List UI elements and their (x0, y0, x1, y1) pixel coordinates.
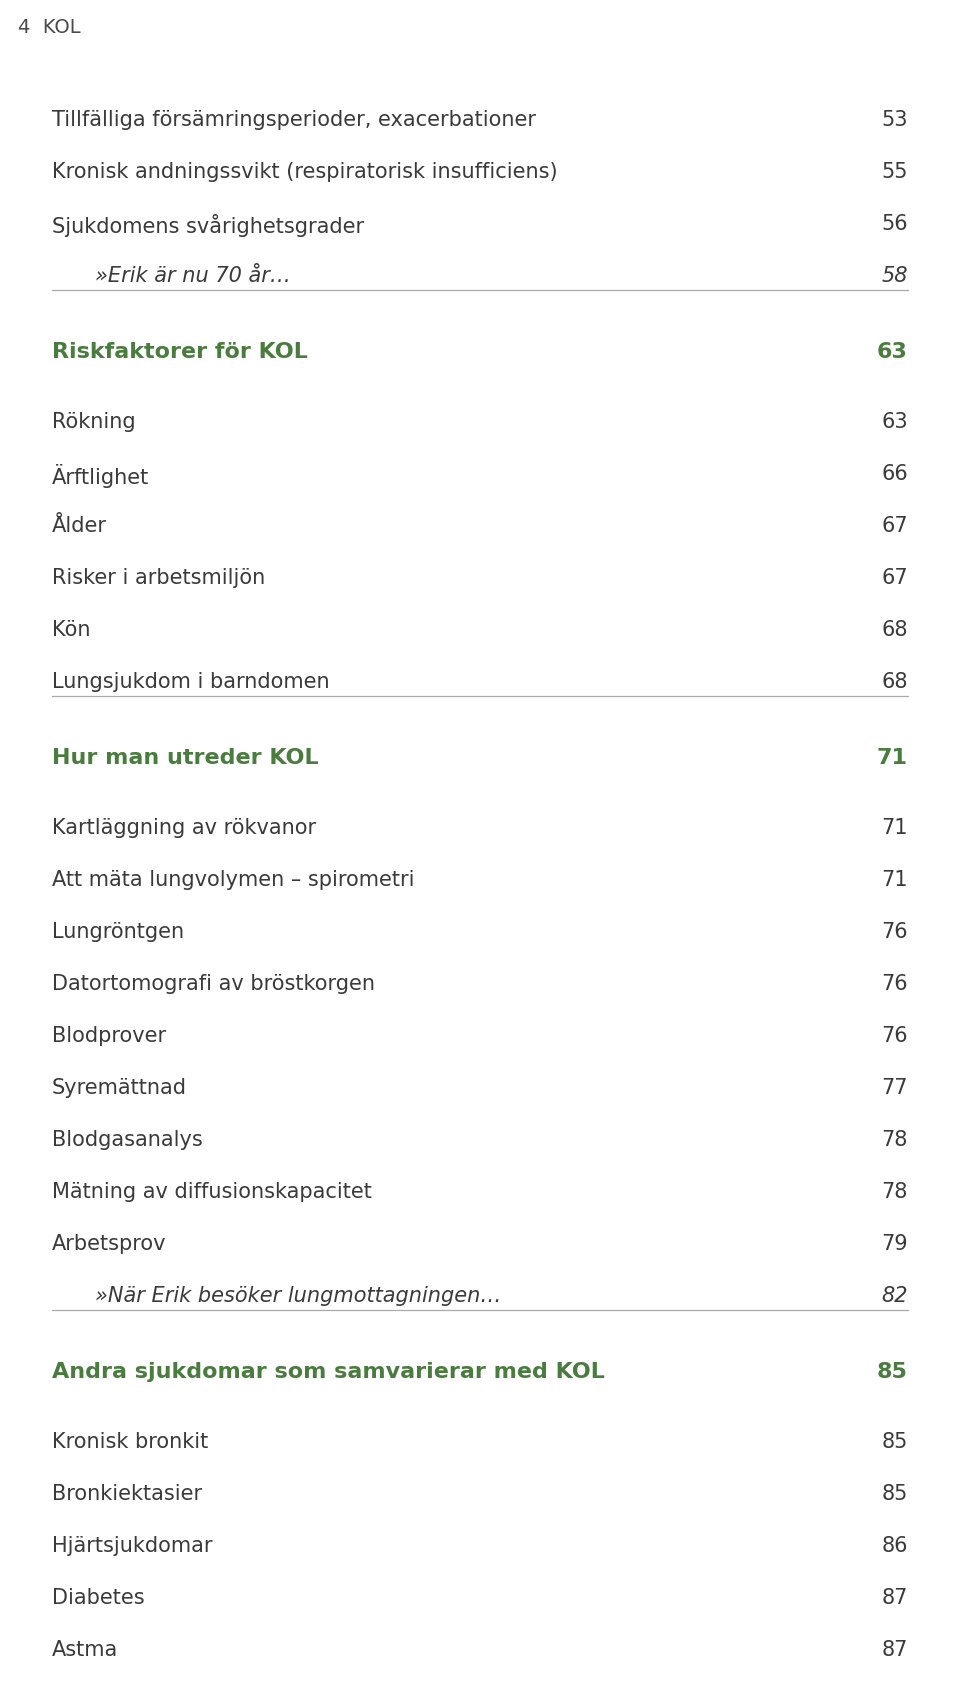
Text: Hjärtsjukdomar: Hjärtsjukdomar (52, 1536, 212, 1557)
Text: 71: 71 (881, 817, 908, 838)
Text: 85: 85 (881, 1431, 908, 1452)
Text: »När Erik besöker lungmottagningen…: »När Erik besöker lungmottagningen… (95, 1286, 501, 1306)
Text: 76: 76 (881, 922, 908, 942)
Text: Diabetes: Diabetes (52, 1589, 145, 1607)
Text: 67: 67 (881, 569, 908, 589)
Text: Syremättnad: Syremättnad (52, 1078, 187, 1098)
Text: 68: 68 (881, 672, 908, 692)
Text: 82: 82 (881, 1286, 908, 1306)
Text: 68: 68 (881, 619, 908, 640)
Text: Kön: Kön (52, 619, 90, 640)
Text: Lungsjukdom i barndomen: Lungsjukdom i barndomen (52, 672, 329, 692)
Text: 87: 87 (881, 1589, 908, 1607)
Text: Kronisk andningssvikt (respiratorisk insufficiens): Kronisk andningssvikt (respiratorisk ins… (52, 162, 558, 183)
Text: 85: 85 (881, 1484, 908, 1504)
Text: 87: 87 (881, 1640, 908, 1660)
Text: 71: 71 (881, 870, 908, 890)
Text: 85: 85 (877, 1362, 908, 1382)
Text: 78: 78 (881, 1130, 908, 1151)
Text: Arbetsprov: Arbetsprov (52, 1233, 166, 1254)
Text: 4  KOL: 4 KOL (18, 19, 81, 37)
Text: Rökning: Rökning (52, 411, 135, 431)
Text: Ålder: Ålder (52, 516, 107, 536)
Text: Risker i arbetsmiljön: Risker i arbetsmiljön (52, 569, 265, 589)
Text: Blodgasanalys: Blodgasanalys (52, 1130, 203, 1151)
Text: 86: 86 (881, 1536, 908, 1557)
Text: 79: 79 (881, 1233, 908, 1254)
Text: Kartläggning av rökvanor: Kartläggning av rökvanor (52, 817, 316, 838)
Text: Andra sjukdomar som samvarierar med KOL: Andra sjukdomar som samvarierar med KOL (52, 1362, 605, 1382)
Text: 55: 55 (881, 162, 908, 183)
Text: 63: 63 (881, 411, 908, 431)
Text: 71: 71 (877, 748, 908, 768)
Text: 67: 67 (881, 516, 908, 536)
Text: 63: 63 (877, 342, 908, 362)
Text: 58: 58 (881, 266, 908, 286)
Text: Riskfaktorer för KOL: Riskfaktorer för KOL (52, 342, 308, 362)
Text: Ärftlighet: Ärftlighet (52, 464, 149, 487)
Text: 78: 78 (881, 1183, 908, 1201)
Text: Tillfälliga försämringsperioder, exacerbationer: Tillfälliga försämringsperioder, exacerb… (52, 110, 536, 130)
Text: Lungröntgen: Lungröntgen (52, 922, 184, 942)
Text: Hur man utreder KOL: Hur man utreder KOL (52, 748, 319, 768)
Text: 56: 56 (881, 213, 908, 233)
Text: 66: 66 (881, 464, 908, 484)
Text: Mätning av diffusionskapacitet: Mätning av diffusionskapacitet (52, 1183, 372, 1201)
Text: 53: 53 (881, 110, 908, 130)
Text: Astma: Astma (52, 1640, 118, 1660)
Text: Blodprover: Blodprover (52, 1025, 166, 1046)
Text: 76: 76 (881, 1025, 908, 1046)
Text: 76: 76 (881, 975, 908, 993)
Text: 77: 77 (881, 1078, 908, 1098)
Text: Kronisk bronkit: Kronisk bronkit (52, 1431, 208, 1452)
Text: Sjukdomens svårighetsgrader: Sjukdomens svårighetsgrader (52, 213, 364, 237)
Text: Bronkiektasier: Bronkiektasier (52, 1484, 203, 1504)
Text: Datortomografi av bröstkorgen: Datortomografi av bröstkorgen (52, 975, 375, 993)
Text: »Erik är nu 70 år…: »Erik är nu 70 år… (95, 266, 291, 286)
Text: Att mäta lungvolymen – spirometri: Att mäta lungvolymen – spirometri (52, 870, 415, 890)
